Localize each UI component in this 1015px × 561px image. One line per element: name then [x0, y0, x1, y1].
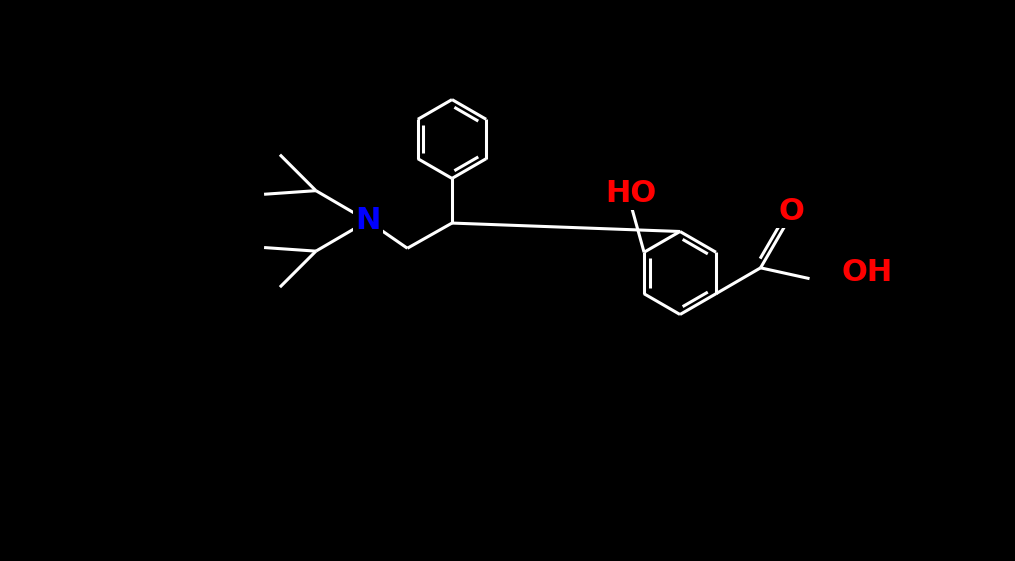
Text: HO: HO — [606, 179, 657, 208]
Text: O: O — [779, 197, 805, 226]
Text: OH: OH — [841, 258, 893, 287]
Text: N: N — [355, 206, 381, 236]
